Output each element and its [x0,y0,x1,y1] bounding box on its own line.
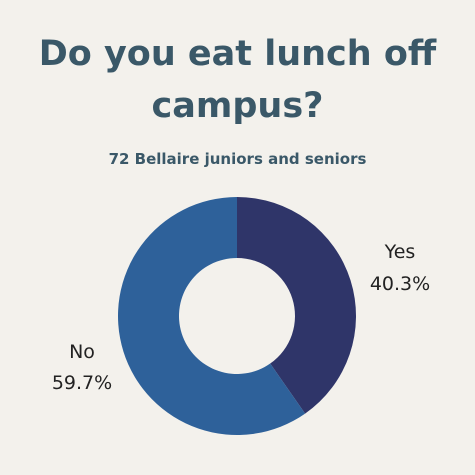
slice-value-no: 59.7% [52,372,112,394]
slice-labels: Yes 40.3% No 59.7% [52,241,430,394]
chart-subtitle: 72 Bellaire juniors and seniors [108,150,367,168]
slice-yes [237,197,356,414]
slice-value-yes: 40.3% [370,273,430,295]
slice-no [118,197,306,435]
donut-slices [118,197,356,435]
slice-label-yes: Yes [384,241,416,263]
slice-label-no: No [69,341,95,363]
chart-title: Do you eat lunch off campus? [38,34,437,126]
